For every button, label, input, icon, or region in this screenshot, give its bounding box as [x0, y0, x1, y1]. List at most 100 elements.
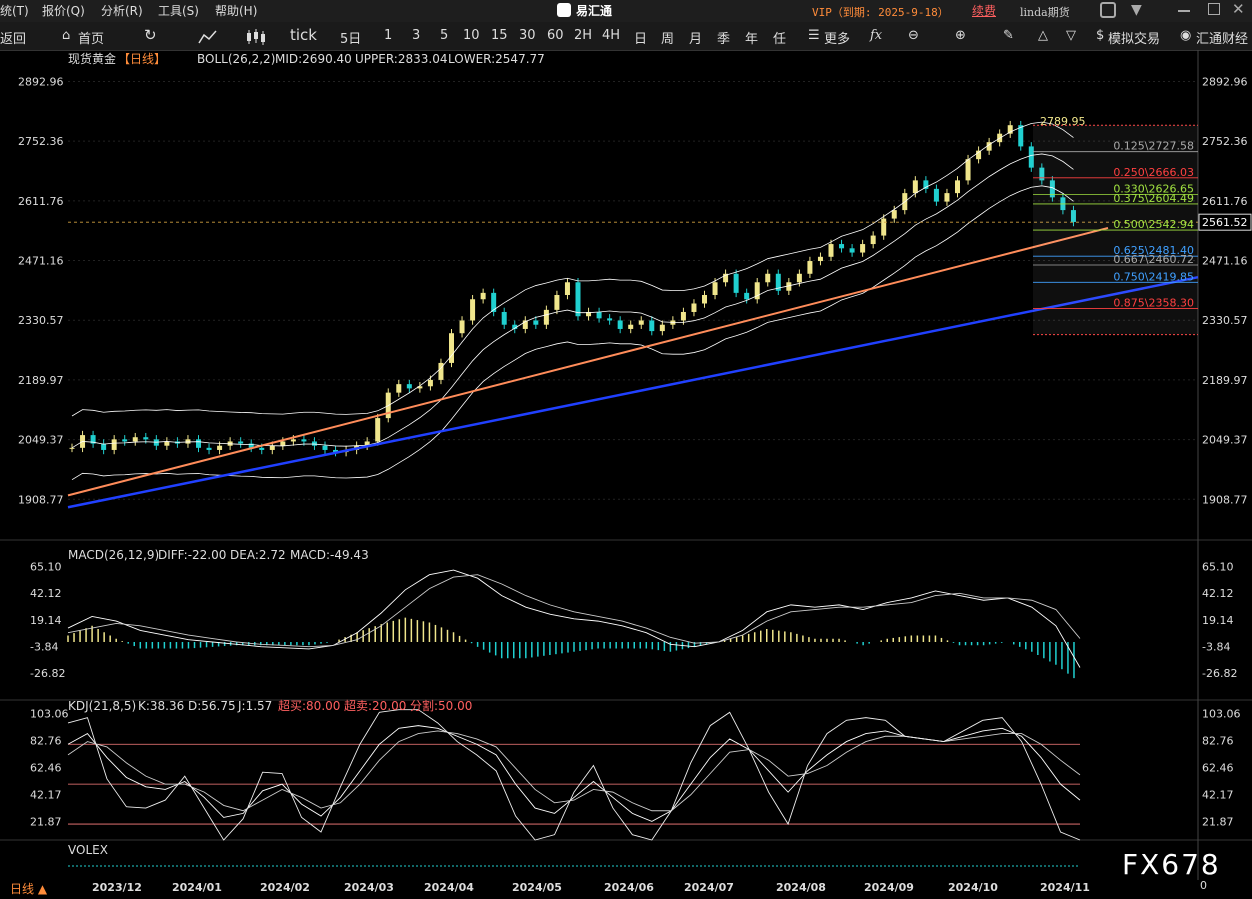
chart-area[interactable]: 现货黄金 【日线】 BOLL(26,2,2) MID:2690.40 UPPER… — [0, 50, 1252, 899]
macd-tick-right: -3.84 — [1202, 640, 1230, 653]
candle-body — [976, 150, 982, 160]
period-custom[interactable]: 任 — [773, 32, 787, 47]
candle-body — [965, 159, 971, 181]
price-tick-right: 2471.16 — [1202, 255, 1248, 268]
macd-tick-left: 65.10 — [30, 560, 62, 573]
menu-analysis[interactable]: 分析(R) — [101, 4, 143, 18]
period-month[interactable]: 月 — [689, 32, 703, 47]
minimize-icon[interactable] — [1178, 10, 1190, 12]
shirt-icon[interactable]: ▼ — [1131, 2, 1142, 18]
kdj-tick-right: 103.06 — [1202, 708, 1241, 721]
candle-body — [311, 441, 317, 446]
period-60min[interactable]: 60 — [547, 28, 564, 43]
candle-body — [533, 320, 539, 325]
period-day[interactable]: 日 — [634, 32, 648, 47]
kdj-overbought: 超买:80.00 — [278, 698, 340, 713]
period-year[interactable]: 年 — [745, 32, 759, 47]
period-3min[interactable]: 3 — [412, 28, 421, 43]
price-tick-right: 2752.36 — [1202, 135, 1248, 148]
candle-body — [712, 282, 718, 295]
fib-label: 0.125\2727.58 — [1113, 140, 1194, 153]
kdj-j: J:1.57 — [237, 699, 272, 713]
kdj-tick-left: 103.06 — [30, 708, 69, 721]
macd-dea: DEA:2.72 — [230, 548, 286, 562]
candle-body — [480, 292, 486, 300]
candle-body — [691, 303, 697, 312]
kdj-tick-left: 21.87 — [30, 816, 62, 829]
refresh-icon[interactable]: ↻ — [144, 26, 157, 44]
macd-panel[interactable]: 65.10 65.10 42.12 42.12 19.14 19.14 -3.84 -3.84… — [30, 560, 1237, 680]
period-10min[interactable]: 10 — [463, 28, 480, 43]
candle-body — [912, 180, 918, 194]
zoom-out-icon[interactable]: ⊖ — [908, 28, 919, 43]
menu-quote[interactable]: 报价(Q) — [42, 4, 85, 18]
period-5day[interactable]: 5日 — [340, 32, 362, 47]
candle-icon[interactable] — [245, 28, 267, 46]
candle-body — [617, 320, 623, 329]
month-label: 2024/01 — [172, 881, 222, 894]
period-tick[interactable]: tick — [290, 26, 317, 44]
candle-body — [775, 273, 781, 291]
home-icon[interactable]: ⌂ — [62, 28, 71, 43]
macd-diff: DIFF:-22.00 — [158, 548, 226, 562]
macd-diff-line — [67, 569, 1081, 668]
price-tick-left: 2611.76 — [18, 195, 64, 208]
menu-system[interactable]: 统(T) — [0, 4, 29, 18]
price-tick-right: 2189.97 — [1202, 374, 1248, 387]
zoom-in-icon[interactable]: ⊕ — [955, 28, 966, 43]
home-button[interactable]: 首页 — [78, 32, 105, 47]
period-4h[interactable]: 4H — [602, 28, 621, 43]
macd-value: MACD:-49.43 — [290, 548, 369, 562]
back-button[interactable]: 返回 — [0, 32, 27, 47]
price-tick-right: 1908.77 — [1202, 493, 1248, 506]
candle-body — [449, 333, 454, 363]
renew-link[interactable]: 续费 — [972, 4, 997, 18]
candle-body — [438, 362, 444, 380]
candle-body — [944, 193, 950, 202]
macd-tick-left: -26.82 — [30, 667, 65, 680]
candle-body — [1039, 167, 1045, 181]
candle-body — [564, 282, 570, 295]
period-15min[interactable]: 15 — [491, 28, 508, 43]
sim-trade-button[interactable]: 模拟交易 — [1108, 32, 1161, 47]
maximize-icon[interactable] — [1208, 3, 1220, 15]
price-tick-left: 2892.96 — [18, 75, 64, 88]
period-5min[interactable]: 5 — [440, 28, 449, 43]
period-2h[interactable]: 2H — [574, 28, 593, 43]
period-indicator[interactable]: 日线 ▲ — [10, 882, 48, 896]
period-quarter[interactable]: 季 — [717, 32, 731, 47]
candle-body — [196, 439, 201, 448]
macd-tick-left: -3.84 — [30, 640, 58, 653]
pen-icon[interactable]: ✎ — [1003, 28, 1014, 43]
brand-link[interactable]: 汇通财经 — [1196, 32, 1249, 47]
menu-help[interactable]: 帮助(H) — [215, 4, 258, 18]
fib-label: 0.330\2626.65 — [1113, 183, 1194, 196]
more-button[interactable]: 更多 — [824, 32, 851, 47]
period-1min[interactable]: 1 — [384, 28, 393, 43]
candle-body — [238, 441, 244, 444]
line-chart-icon[interactable] — [198, 29, 218, 45]
macd-tick-right: -26.82 — [1202, 667, 1237, 680]
period-30min[interactable]: 30 — [519, 28, 536, 43]
period-week[interactable]: 周 — [661, 32, 675, 47]
triangle-up-icon[interactable]: △ — [1038, 28, 1048, 43]
triangle-down-icon[interactable]: ▽ — [1066, 28, 1076, 43]
candle-body — [280, 441, 286, 446]
menu-lines-icon[interactable]: ☰ — [808, 28, 820, 43]
candle-body — [406, 384, 412, 389]
candle-body — [807, 261, 813, 274]
kdj-d: D:56.75 — [188, 699, 236, 713]
candle-body — [164, 441, 170, 446]
macd-tick-left: 19.14 — [30, 614, 62, 627]
notes-icon[interactable] — [1100, 2, 1116, 18]
macd-tick-right: 42.12 — [1202, 587, 1234, 600]
main-title: 现货黄金 — [68, 51, 116, 66]
formula-icon[interactable]: fx — [870, 28, 883, 43]
kdj-panel[interactable]: 103.06 103.06 82.76 82.76 62.46 62.46 42.17 42.… — [30, 708, 1241, 841]
candle-body — [1007, 125, 1013, 134]
kdj-tick-right: 82.76 — [1202, 735, 1234, 748]
menu-tools[interactable]: 工具(S) — [158, 4, 199, 18]
price-panel[interactable]: 2892.96 2892.96 2752.36 2752.36 2611.76 2611.… — [18, 75, 1252, 509]
close-icon[interactable]: ✕ — [1232, 0, 1245, 18]
candle-body — [891, 210, 897, 219]
